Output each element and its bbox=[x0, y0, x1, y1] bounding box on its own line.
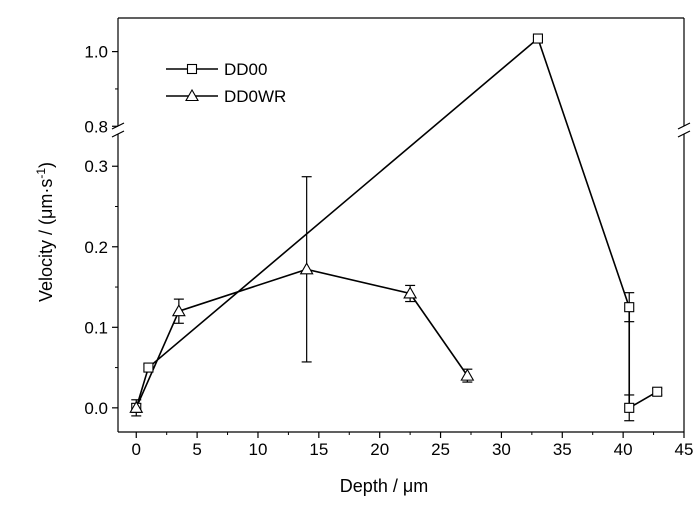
legend-entry-dd0wr: DD0WR bbox=[166, 87, 286, 106]
x-tick-label-35: 35 bbox=[553, 440, 572, 459]
legend-marker-dd00 bbox=[186, 63, 198, 75]
x-tick-label-40: 40 bbox=[614, 440, 633, 459]
point-dd00-4 bbox=[624, 402, 635, 413]
point-dd00-3 bbox=[624, 302, 635, 313]
x-tick-label-5: 5 bbox=[192, 440, 201, 459]
point-dd00-5 bbox=[652, 386, 663, 397]
series-lines bbox=[135, 37, 658, 410]
x-tick-label-10: 10 bbox=[249, 440, 268, 459]
y-tick-label-1.0: 1.0 bbox=[84, 43, 108, 62]
x-tick-label-15: 15 bbox=[309, 440, 328, 459]
y-axis-title-end: ) bbox=[36, 162, 56, 168]
series-markers bbox=[129, 33, 663, 413]
break-mark-right-1 bbox=[677, 122, 691, 130]
plot-axes bbox=[112, 17, 685, 438]
break-mark-left-2 bbox=[111, 130, 125, 138]
x-tick-label-45: 45 bbox=[675, 440, 694, 459]
x-axis-title: Depth / μm bbox=[340, 476, 428, 496]
legend-marker-dd0wr bbox=[185, 88, 199, 102]
break-mark-right-2 bbox=[677, 130, 691, 138]
legend-entry-dd00: DD00 bbox=[166, 60, 267, 79]
y-axis-title: Velocity / (μm·s-1) bbox=[34, 162, 56, 302]
legend-label-dd0wr: DD0WR bbox=[224, 87, 286, 106]
x-tick-label-20: 20 bbox=[370, 440, 389, 459]
x-tick-label-30: 30 bbox=[492, 440, 511, 459]
y-tick-label-0.2: 0.2 bbox=[84, 238, 108, 257]
series-line-dd0wr bbox=[135, 268, 468, 409]
y-tick-label-0.1: 0.1 bbox=[84, 318, 108, 337]
point-dd00-2 bbox=[532, 33, 543, 44]
y-axis-title-superscript: -1 bbox=[34, 168, 48, 179]
point-dd0wr-4 bbox=[460, 368, 475, 381]
y-tick-label-0.3: 0.3 bbox=[84, 157, 108, 176]
y-tick-labels: 0.0 0.1 0.2 0.3 0.8 1.0 bbox=[84, 43, 108, 418]
point-dd0wr-0 bbox=[129, 400, 144, 413]
x-tick-label-0: 0 bbox=[132, 440, 141, 459]
point-dd00-1 bbox=[143, 362, 154, 373]
legend: DD00 DD0WR bbox=[166, 60, 286, 106]
x-tick-labels: 0 5 10 15 20 25 30 35 40 45 bbox=[132, 440, 694, 459]
point-dd0wr-2 bbox=[299, 262, 314, 275]
point-dd0wr-1 bbox=[171, 304, 186, 317]
y-axis-title-main: Velocity / (μm·s bbox=[36, 179, 56, 302]
axis-break-marks bbox=[111, 122, 691, 138]
x-tick-label-25: 25 bbox=[431, 440, 450, 459]
point-dd0wr-3 bbox=[403, 286, 418, 299]
y-tick-label-0.0: 0.0 bbox=[84, 399, 108, 418]
legend-label-dd00: DD00 bbox=[224, 60, 267, 79]
series-line-dd00 bbox=[135, 37, 658, 410]
error-bars bbox=[131, 36, 663, 422]
y-tick-label-0.8: 0.8 bbox=[84, 117, 108, 136]
break-mark-left-1 bbox=[111, 122, 125, 130]
